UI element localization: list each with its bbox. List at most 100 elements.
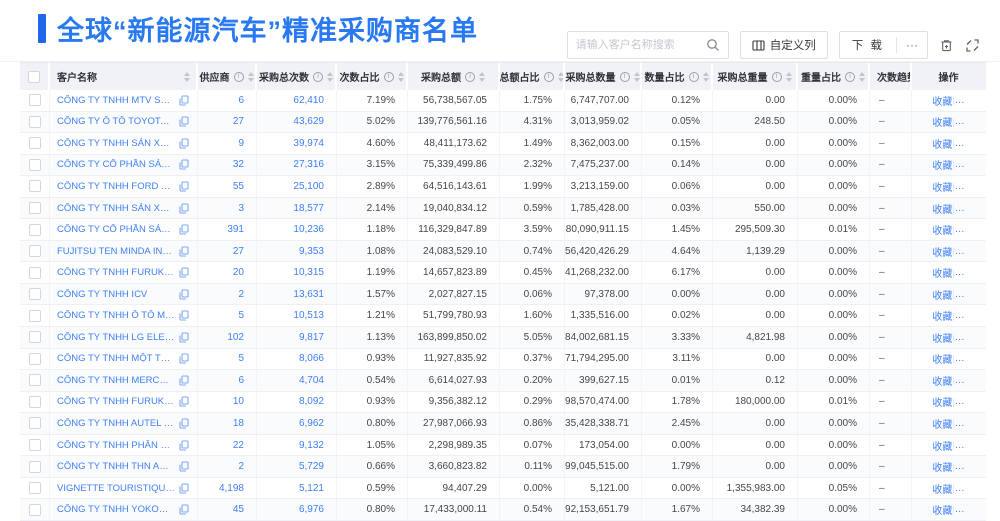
row-checkbox[interactable] [28,331,41,344]
copy-icon[interactable] [179,418,189,429]
row-checkbox[interactable] [28,158,41,171]
row-checkbox[interactable] [28,309,41,322]
sort-icon[interactable] [633,71,640,82]
copy-icon[interactable] [179,267,189,278]
purchase-times-cell[interactable]: 43,629 [257,111,337,133]
search-icon[interactable] [706,38,720,52]
row-more-button[interactable]: … [954,439,965,451]
copy-icon[interactable] [179,483,189,494]
purchase-times-cell[interactable]: 9,353 [257,240,337,262]
sort-icon[interactable] [184,71,190,82]
sort-icon[interactable] [327,71,333,82]
supplier-count-cell[interactable]: 6 [198,370,257,391]
row-more-button[interactable]: … [954,267,965,279]
info-icon[interactable]: i [688,71,699,82]
column-header-weight-percent[interactable]: 重量占比 i [798,63,870,90]
purchase-times-cell[interactable]: 9,817 [257,327,337,348]
column-header-purchase-amount[interactable]: 采购总额 i [408,63,500,90]
row-checkbox[interactable] [28,266,41,279]
purchase-times-cell[interactable]: 10,236 [257,219,337,240]
favorite-button[interactable]: 收藏 [932,441,953,453]
sort-icon[interactable] [479,71,485,82]
favorite-button[interactable]: 收藏 [932,333,953,345]
column-header-quantity-percent[interactable]: 数量占比 i [642,63,713,90]
purchase-times-cell[interactable]: 5,121 [257,477,337,499]
row-more-button[interactable]: … [954,482,965,494]
supplier-count-cell[interactable]: 6 [198,90,257,111]
search-input[interactable] [575,39,706,51]
favorite-button[interactable]: 收藏 [932,376,953,388]
copy-icon[interactable] [179,439,189,451]
copy-icon[interactable] [179,181,189,192]
purchase-times-cell[interactable]: 10,513 [257,305,337,327]
customize-columns-button[interactable]: 自定义列 [739,31,828,59]
row-more-button[interactable]: … [954,288,965,300]
row-more-button[interactable]: … [954,224,965,236]
purchase-times-cell[interactable]: 5,729 [257,456,337,477]
copy-icon[interactable] [179,353,189,364]
copy-icon[interactable] [179,461,189,472]
row-checkbox[interactable] [28,482,41,495]
customer-name-link[interactable]: CÔNG TY TNHH MTV SẢN XUẤ... [57,94,175,106]
customer-name-link[interactable]: FUJITSU TEN MINDA INDIA PVT... [57,245,175,257]
purchase-times-cell[interactable]: 9,132 [257,434,337,456]
row-more-button[interactable]: … [954,137,965,149]
copy-icon[interactable] [179,95,189,106]
supplier-count-cell[interactable]: 32 [198,154,257,176]
customer-name-link[interactable]: CÔNG TY TNHH MERCEDES–B... [57,374,175,386]
row-checkbox[interactable] [28,202,41,214]
column-header-purchase-weight[interactable]: 采购总重量 i [713,63,798,90]
row-checkbox[interactable] [28,137,41,150]
row-checkbox[interactable] [28,417,41,430]
supplier-count-cell[interactable]: 20 [198,262,257,283]
row-checkbox[interactable] [28,460,41,473]
column-header-purchase-times[interactable]: 采购总次数 i [257,63,337,90]
copy-icon[interactable] [179,396,189,407]
supplier-count-cell[interactable]: 2 [198,456,257,477]
favorite-button[interactable]: 收藏 [932,204,953,216]
copy-icon[interactable] [179,138,189,149]
copy-icon[interactable] [179,224,189,235]
customer-name-link[interactable]: CÔNG TY TNHH THN AUTOPAR... [57,461,175,473]
row-checkbox[interactable] [28,94,41,107]
info-icon[interactable]: i [383,71,394,82]
supplier-count-cell[interactable]: 391 [198,219,257,240]
select-all-checkbox[interactable] [28,70,40,83]
purchase-times-cell[interactable]: 13,631 [257,283,337,305]
favorite-button[interactable]: 收藏 [932,161,953,173]
supplier-count-cell[interactable]: 10 [198,391,257,413]
row-checkbox[interactable] [28,395,41,408]
favorite-button[interactable]: 收藏 [932,463,953,475]
sort-icon[interactable] [557,71,563,82]
favorite-button[interactable]: 收藏 [932,269,953,281]
row-checkbox[interactable] [28,439,41,452]
favorite-button[interactable]: 收藏 [932,247,953,259]
row-more-button[interactable]: … [954,353,965,365]
purchase-times-cell[interactable]: 18,577 [257,197,337,219]
favorite-button[interactable]: 收藏 [932,398,953,410]
customer-name-link[interactable]: CÔNG TY TNHH FURUKAWA A... [57,396,175,408]
row-more-button[interactable]: … [954,94,965,106]
customer-name-link[interactable]: CÔNG TY TNHH FORD VIỆT NAM [57,180,175,192]
sort-icon[interactable] [247,71,254,82]
copy-icon[interactable] [179,332,189,343]
customer-name-link[interactable]: CÔNG TY TNHH SẢN XUẤT VÀ ... [57,202,175,214]
supplier-count-cell[interactable]: 2 [198,283,257,305]
download-button[interactable]: 下 载 [840,32,896,58]
customer-name-link[interactable]: CÔNG TY TNHH LG ELECTRON... [57,331,175,343]
row-checkbox[interactable] [28,288,41,301]
sort-icon[interactable] [702,71,709,82]
sort-icon[interactable] [785,71,792,82]
row-more-button[interactable]: … [954,159,965,171]
customer-name-link[interactable]: CÔNG TY TNHH SẢN XUẤT VÀ ... [57,137,175,149]
customer-name-link[interactable]: CÔNG TY TNHH FURUKAWA A... [57,267,175,279]
info-icon[interactable]: i [313,71,323,82]
favorite-button[interactable]: 收藏 [932,226,953,238]
customer-name-link[interactable]: CÔNG TY CỔ PHẦN SẢN XUẤT... [57,159,175,171]
column-header-supplier-count[interactable]: 供应商 i [198,63,257,90]
trash-icon[interactable] [939,38,954,53]
supplier-count-cell[interactable]: 18 [198,413,257,434]
customer-name-link[interactable]: CÔNG TY TNHH AUTEL VIỆT N... [57,417,175,429]
favorite-button[interactable]: 收藏 [932,355,953,367]
supplier-count-cell[interactable]: 5 [198,348,257,370]
